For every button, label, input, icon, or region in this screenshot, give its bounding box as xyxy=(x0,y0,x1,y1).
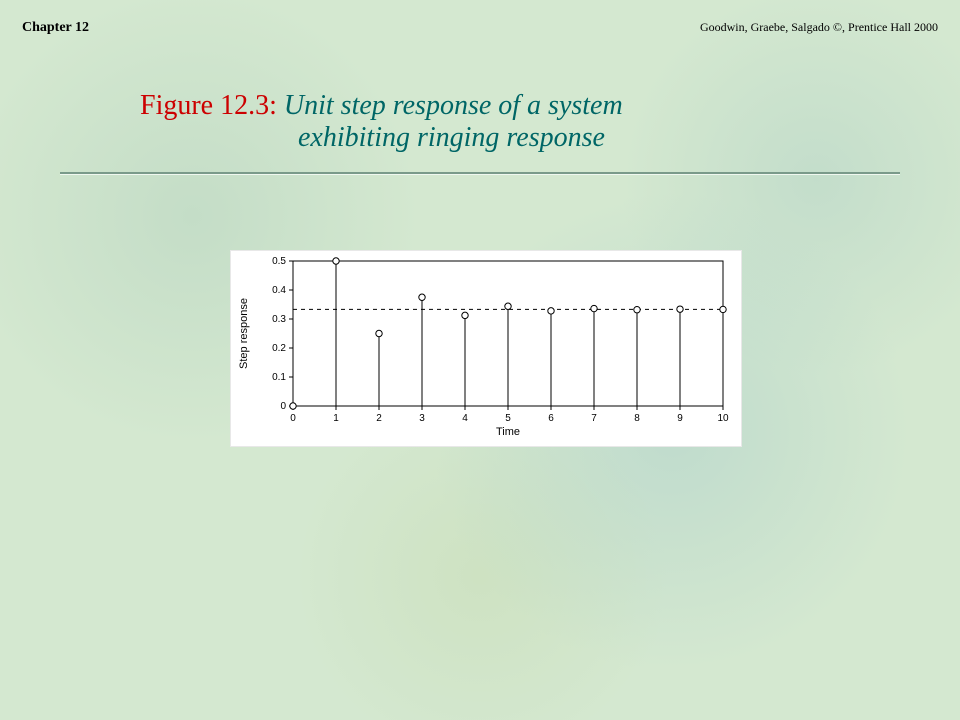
svg-text:0: 0 xyxy=(280,401,286,412)
svg-text:1: 1 xyxy=(333,413,339,424)
stem-chart: 0 0.1 0.2 0.3 0.4 0.5 0 1 2 3 4 5 6 7 8 9 10 Time Step res… xyxy=(230,250,742,447)
figure-caption-line1: Unit step response of a system xyxy=(277,90,623,121)
chart-svg: 0 0.1 0.2 0.3 0.4 0.5 0 1 2 3 4 5 6 7 8 9 10 Time Step res… xyxy=(231,251,741,441)
copyright-text: Goodwin, Graebe, Salgado ©, Prentice Hal… xyxy=(700,20,938,35)
svg-text:0.5: 0.5 xyxy=(272,256,286,267)
svg-text:6: 6 xyxy=(548,413,554,424)
svg-text:Step response: Step response xyxy=(238,298,250,369)
chapter-label: Chapter 12 xyxy=(22,20,89,36)
svg-text:Time: Time xyxy=(496,426,520,438)
svg-text:3: 3 xyxy=(419,413,425,424)
svg-text:9: 9 xyxy=(677,413,683,424)
figure-caption-line2: exhibiting ringing response xyxy=(140,122,960,154)
divider xyxy=(60,172,900,175)
svg-text:0.2: 0.2 xyxy=(272,343,286,354)
figure-title: Figure 12.3: Unit step response of a sys… xyxy=(0,90,960,154)
svg-text:4: 4 xyxy=(462,413,468,424)
svg-text:10: 10 xyxy=(717,413,729,424)
svg-text:0.4: 0.4 xyxy=(272,285,286,296)
svg-text:2: 2 xyxy=(376,413,382,424)
figure-number: Figure 12.3: xyxy=(140,90,277,121)
svg-text:7: 7 xyxy=(591,413,597,424)
svg-text:0: 0 xyxy=(290,413,296,424)
svg-text:0.1: 0.1 xyxy=(272,372,286,383)
svg-text:8: 8 xyxy=(634,413,640,424)
svg-text:5: 5 xyxy=(505,413,511,424)
svg-text:0.3: 0.3 xyxy=(272,314,286,325)
